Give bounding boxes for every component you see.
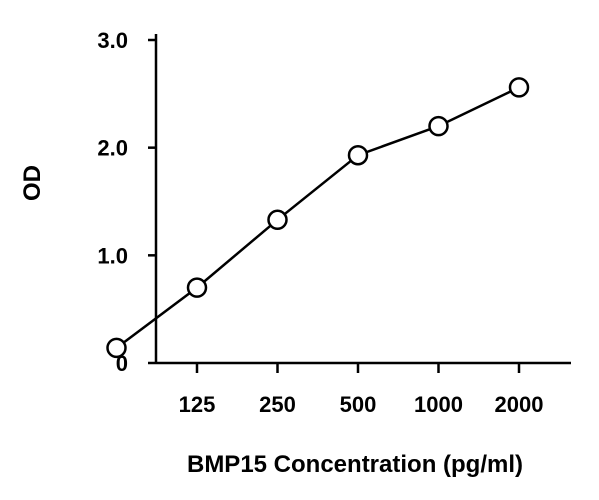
data-point	[508, 77, 530, 98]
y-tick-label: 2.0	[97, 136, 128, 161]
data-point	[347, 144, 369, 166]
data-point	[106, 337, 127, 359]
series-line	[115, 86, 520, 349]
data-point	[186, 277, 208, 298]
y-axis-title: OD	[19, 165, 46, 201]
x-tick-label: 2000	[495, 392, 544, 417]
x-tick-label: 1000	[414, 392, 463, 417]
x-tick-label: 250	[259, 392, 296, 417]
x-tick-label: 500	[340, 392, 377, 417]
y-tick-label: 3.0	[97, 28, 128, 53]
data-point	[428, 115, 449, 137]
data-point	[267, 209, 288, 231]
x-axis-title: BMP15 Concentration (pg/ml)	[187, 451, 523, 478]
x-tick-label: 125	[179, 392, 216, 417]
data-series	[106, 77, 530, 359]
y-tick-label: 1.0	[97, 243, 128, 268]
